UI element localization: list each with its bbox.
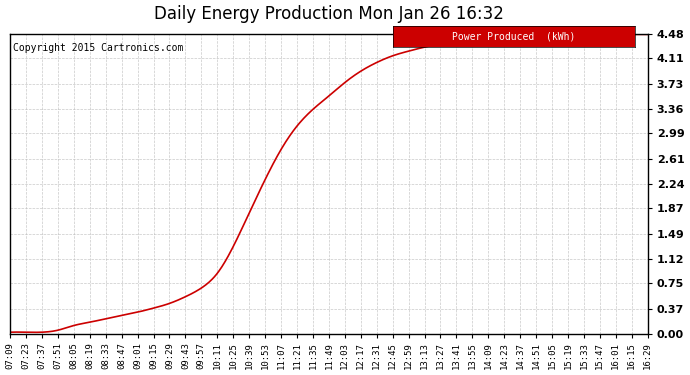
Title: Daily Energy Production Mon Jan 26 16:32: Daily Energy Production Mon Jan 26 16:32 — [154, 5, 504, 23]
Text: Copyright 2015 Cartronics.com: Copyright 2015 Cartronics.com — [13, 43, 184, 53]
